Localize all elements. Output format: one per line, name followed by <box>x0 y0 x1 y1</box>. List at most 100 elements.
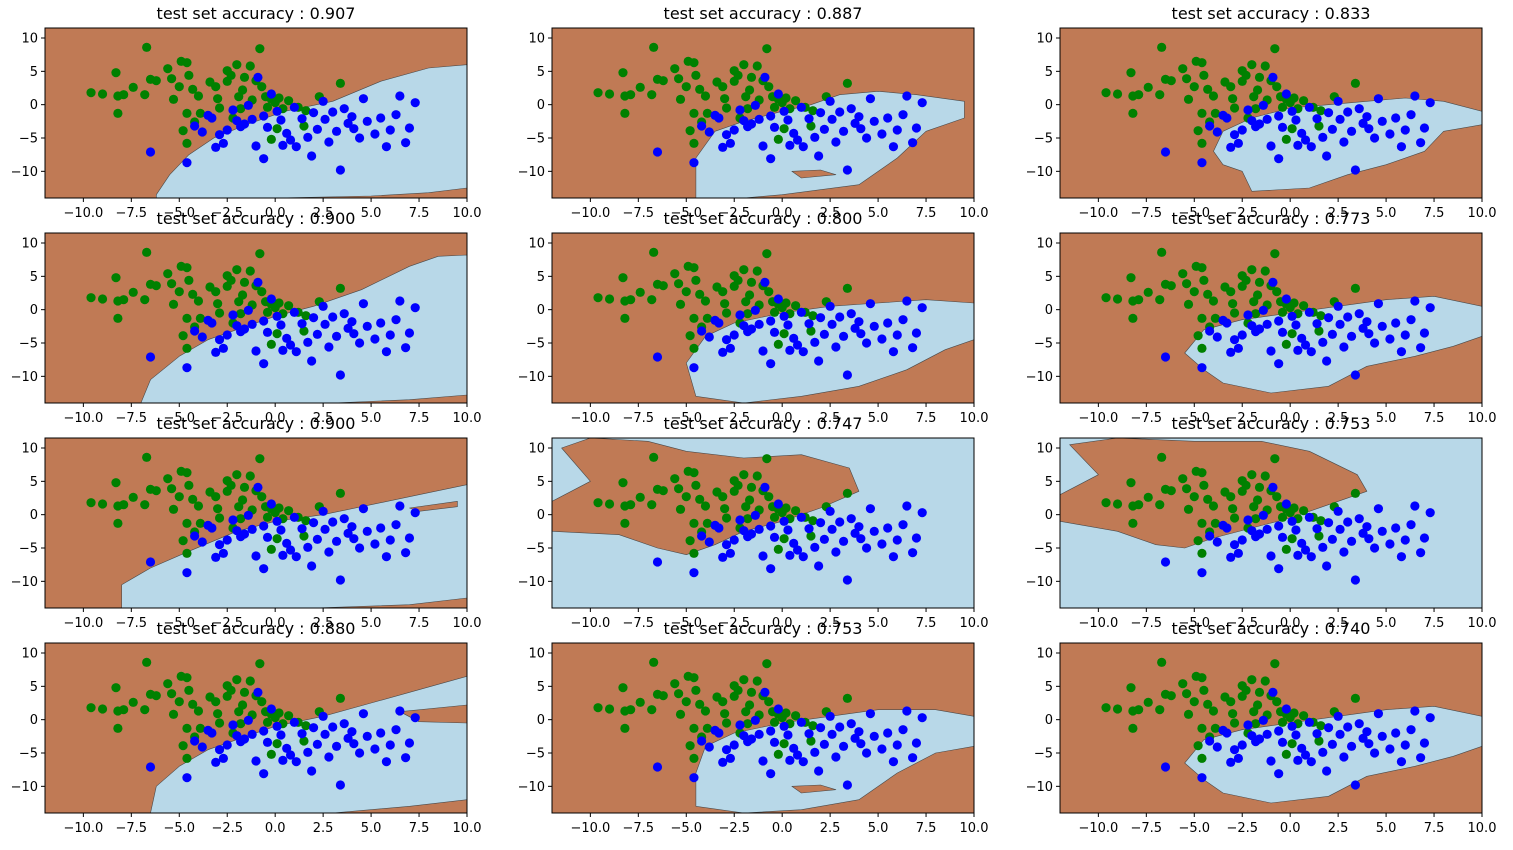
point-class-b <box>689 158 699 168</box>
point-class-a <box>689 673 699 683</box>
point-class-a <box>752 471 762 481</box>
point-class-b <box>1377 526 1387 536</box>
point-class-b <box>796 307 806 317</box>
point-class-b <box>1327 534 1337 544</box>
point-class-a <box>1166 281 1176 291</box>
point-class-b <box>877 334 887 344</box>
x-tick-label: −7.5 <box>1131 821 1163 836</box>
axes-frame <box>551 27 975 199</box>
point-class-b <box>1233 138 1243 148</box>
point-class-b <box>1300 750 1311 760</box>
point-class-a <box>86 498 96 508</box>
point-class-b <box>1391 113 1401 123</box>
point-class-b <box>1410 296 1420 306</box>
point-class-b <box>318 506 328 516</box>
x-tick-label: −7.5 <box>1131 206 1163 221</box>
point-class-a <box>752 61 762 71</box>
x-tick-label: −2.5 <box>211 616 243 631</box>
point-class-a <box>1299 301 1309 311</box>
point-class-a <box>1277 307 1288 317</box>
point-class-b <box>902 296 912 306</box>
point-class-a <box>1241 275 1251 285</box>
point-class-b <box>395 296 405 306</box>
point-class-b <box>785 345 795 355</box>
point-class-b <box>789 743 799 753</box>
point-class-b <box>211 347 221 357</box>
point-class-b <box>324 752 334 762</box>
x-tick-label: 7.5 <box>409 616 430 631</box>
point-class-b <box>721 540 732 550</box>
point-class-b <box>1364 534 1374 544</box>
y-tick-label: −5 <box>19 542 38 557</box>
point-class-b <box>214 130 225 140</box>
subplot-2: −10.0 −7.5 −5.0 −2.5 0.0 2.5 5.0 7.5 10.0 10 5 0 −5 −… <box>518 4 989 221</box>
point-class-a <box>119 90 129 100</box>
point-class-a <box>213 709 223 719</box>
point-class-b <box>1385 539 1395 549</box>
point-class-b <box>804 524 814 534</box>
decision-regions <box>1060 438 1368 549</box>
y-tick-label: −5 <box>19 337 38 352</box>
point-class-b <box>1335 729 1345 739</box>
point-class-a <box>764 287 774 297</box>
point-class-a <box>1134 705 1144 715</box>
point-class-b <box>1343 312 1353 322</box>
point-class-a <box>1112 704 1123 714</box>
point-class-b <box>1291 320 1301 330</box>
x-tick-label: −7.5 <box>116 411 148 426</box>
point-class-a <box>234 92 244 102</box>
point-class-a <box>700 91 711 101</box>
point-class-b <box>285 340 296 350</box>
point-class-b <box>1362 522 1372 532</box>
point-class-b <box>766 564 776 574</box>
point-class-a <box>681 697 691 707</box>
x-tick-label: 5.0 <box>868 616 889 631</box>
point-class-a <box>1155 295 1165 305</box>
point-class-a <box>744 495 755 505</box>
point-class-b <box>222 330 232 340</box>
point-class-b <box>1312 524 1322 534</box>
point-class-a <box>113 313 123 323</box>
point-class-b <box>714 728 724 738</box>
point-class-b <box>1304 307 1314 317</box>
point-class-a <box>769 102 780 112</box>
point-class-b <box>1229 335 1240 345</box>
point-class-a <box>237 700 248 710</box>
point-class-b <box>182 158 192 168</box>
x-tick-label: −10.0 <box>63 616 103 631</box>
point-class-b <box>1373 299 1384 309</box>
point-class-a <box>649 42 659 52</box>
x-tick-label: 5.0 <box>1376 411 1397 426</box>
x-tick-label: −10.0 <box>1078 206 1118 221</box>
point-class-b <box>798 347 808 357</box>
point-class-a <box>1254 277 1265 287</box>
point-class-b <box>796 717 806 727</box>
point-class-b <box>773 89 783 99</box>
y-tick-label: 5 <box>537 270 545 285</box>
point-class-b <box>652 352 663 362</box>
point-class-a <box>1241 685 1251 695</box>
point-class-a <box>284 711 294 721</box>
point-class-b <box>865 299 876 309</box>
point-class-b <box>1226 142 1236 152</box>
point-class-b <box>877 539 887 549</box>
point-class-a <box>681 492 691 502</box>
point-class-a <box>1299 506 1309 516</box>
point-class-a <box>284 96 294 106</box>
point-class-b <box>766 769 776 779</box>
x-tick-label: −5.0 <box>670 616 702 631</box>
point-class-a <box>1189 287 1199 297</box>
point-class-b <box>259 564 269 574</box>
point-class-b <box>810 747 820 757</box>
point-class-a <box>658 486 668 496</box>
point-class-b <box>289 307 299 317</box>
point-class-a <box>301 721 311 731</box>
x-tick-label: −2.5 <box>718 411 750 426</box>
point-class-b <box>792 545 803 555</box>
point-class-a <box>335 693 345 703</box>
point-class-a <box>1272 697 1282 707</box>
point-class-a <box>128 697 138 707</box>
point-class-a <box>272 329 282 339</box>
point-class-b <box>228 720 238 730</box>
point-class-a <box>1189 697 1199 707</box>
